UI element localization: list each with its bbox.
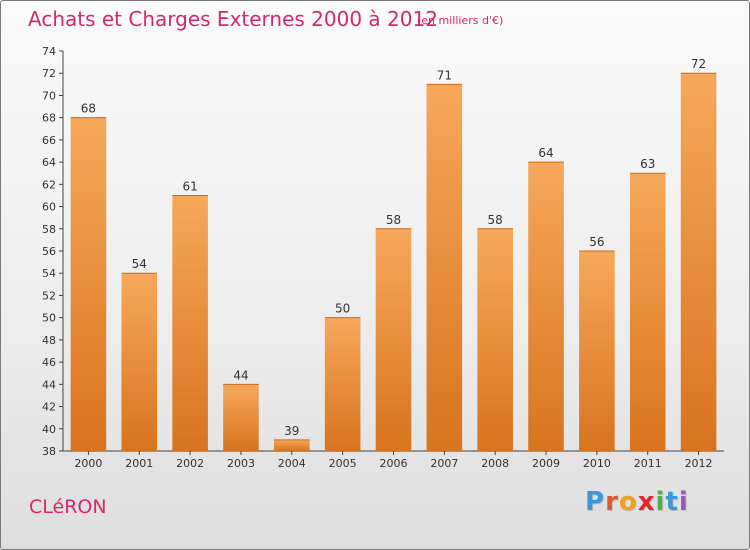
y-tick-label: 52 [42,289,56,302]
x-tick-label: 2008 [481,457,509,470]
logo-letter: o [618,487,638,517]
y-tick-label: 64 [42,156,56,169]
y-tick-label: 46 [42,356,56,369]
bar-value-label: 58 [488,213,503,227]
bar-value-label: 58 [386,213,401,227]
y-tick-label: 60 [42,201,56,214]
bar-value-label: 50 [335,302,350,316]
bar-value-label: 64 [538,146,553,160]
x-tick-label: 2005 [329,457,357,470]
bar [70,117,107,452]
y-tick-label: 50 [42,312,56,325]
y-tick-label: 70 [42,89,56,102]
bar [528,162,564,451]
bar [629,173,666,451]
y-tick-label: 54 [42,267,56,280]
x-tick-label: 2006 [380,457,408,470]
bar [579,251,615,451]
logo-letter: i [655,487,666,517]
y-tick-label: 48 [42,334,56,347]
bar [375,228,412,451]
y-tick-label: 74 [42,45,56,58]
x-tick-label: 2002 [176,457,204,470]
bar [172,195,208,451]
y-tick-label: 62 [42,178,56,191]
commune-name: CLéRON [29,496,107,518]
y-tick-label: 42 [42,401,56,414]
chart-title: Achats et Charges Externes 2000 à 2012 [28,7,438,31]
y-tick-label: 72 [42,67,56,80]
bar-value-label: 68 [81,102,96,116]
x-tick-label: 2000 [74,457,102,470]
logo-letter: x [637,487,656,517]
x-tick-label: 2001 [125,457,153,470]
bar-value-label: 61 [182,179,197,193]
bar-value-label: 44 [233,368,248,382]
bar [680,73,717,451]
x-tick-label: 2004 [278,457,306,470]
y-tick-label: 66 [42,134,56,147]
bar-value-label: 72 [691,57,706,71]
x-tick-label: 2007 [430,457,458,470]
logo-letter: i [678,487,689,517]
bar-value-label: 63 [640,157,655,171]
bar-value-label: 56 [589,235,604,249]
y-tick-label: 44 [42,378,56,391]
bar [223,384,259,451]
unit-note: (en milliers d'€) [417,14,504,27]
x-tick-label: 2011 [634,457,662,470]
proxiti-logo: Proxiti [585,487,689,517]
logo-letter: P [585,487,606,517]
bar-value-label: 39 [284,424,299,438]
bar [426,84,463,451]
y-tick-label: 40 [42,423,56,436]
y-tick-label: 38 [42,445,56,458]
y-tick-label: 58 [42,223,56,236]
logo-letter: r [605,487,619,517]
y-tick-label: 68 [42,112,56,125]
x-tick-label: 2009 [532,457,560,470]
x-tick-label: 2010 [583,457,611,470]
logo-letter: t [665,487,679,517]
y-tick-label: 56 [42,245,56,258]
bar-value-label: 54 [132,257,147,271]
bar [324,317,361,451]
bar [477,228,513,451]
bar [274,439,310,451]
bar [121,273,158,451]
x-tick-label: 2003 [227,457,255,470]
x-tick-label: 2012 [685,457,713,470]
bar-value-label: 71 [437,68,452,82]
